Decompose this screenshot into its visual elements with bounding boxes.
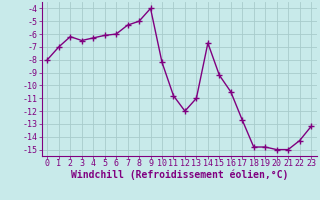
X-axis label: Windchill (Refroidissement éolien,°C): Windchill (Refroidissement éolien,°C)	[70, 169, 288, 180]
